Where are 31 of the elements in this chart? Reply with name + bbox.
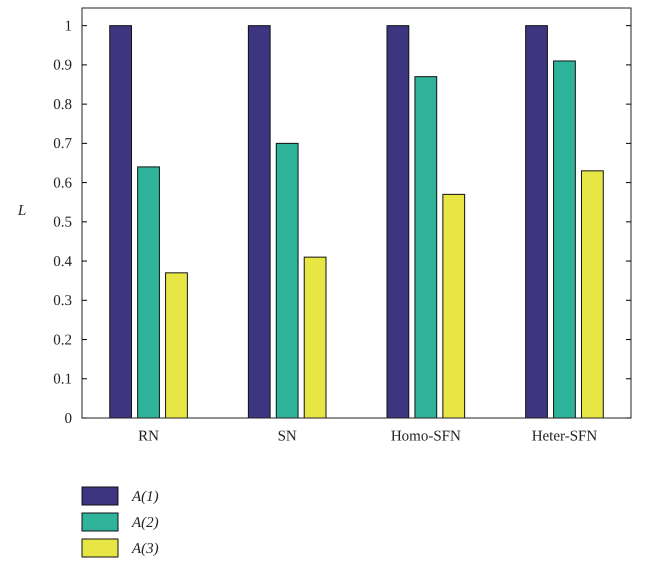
bar — [276, 142, 299, 418]
bar — [165, 272, 188, 418]
bar — [442, 194, 466, 418]
y-tick-label: 0.8 — [53, 96, 72, 113]
y-tick-label: 0.2 — [53, 332, 72, 348]
y-axis-title: L — [16, 203, 26, 219]
bar — [304, 256, 326, 418]
y-tick-label: 0.7 — [53, 136, 72, 152]
bar — [553, 60, 576, 418]
bar — [414, 76, 438, 418]
y-tick-label: 0.3 — [53, 293, 72, 310]
x-tick-label: RN — [138, 428, 160, 445]
bar — [386, 25, 410, 418]
legend-label: A(1) — [131, 489, 159, 505]
y-tick-label: 1 — [64, 18, 72, 34]
y-tick-label: 0.9 — [53, 58, 72, 74]
x-tick-label: Homo-SFN — [390, 428, 461, 445]
legend-label: A(2) — [131, 515, 159, 531]
y-tick-label: 0.1 — [53, 372, 72, 388]
x-tick-label: SN — [278, 428, 297, 445]
bar — [525, 25, 548, 418]
y-tick-label: 0.6 — [53, 175, 72, 192]
y-tick-label: 0 — [64, 410, 72, 427]
bar — [137, 166, 160, 418]
x-tick-label: Heter-SFN — [532, 428, 598, 445]
y-tick-label: 0.4 — [53, 254, 72, 270]
bar — [248, 25, 271, 418]
legend-label: A(3) — [131, 541, 159, 557]
bar — [109, 25, 132, 418]
bar — [580, 170, 604, 418]
y-tick-label: 0.5 — [53, 214, 72, 231]
